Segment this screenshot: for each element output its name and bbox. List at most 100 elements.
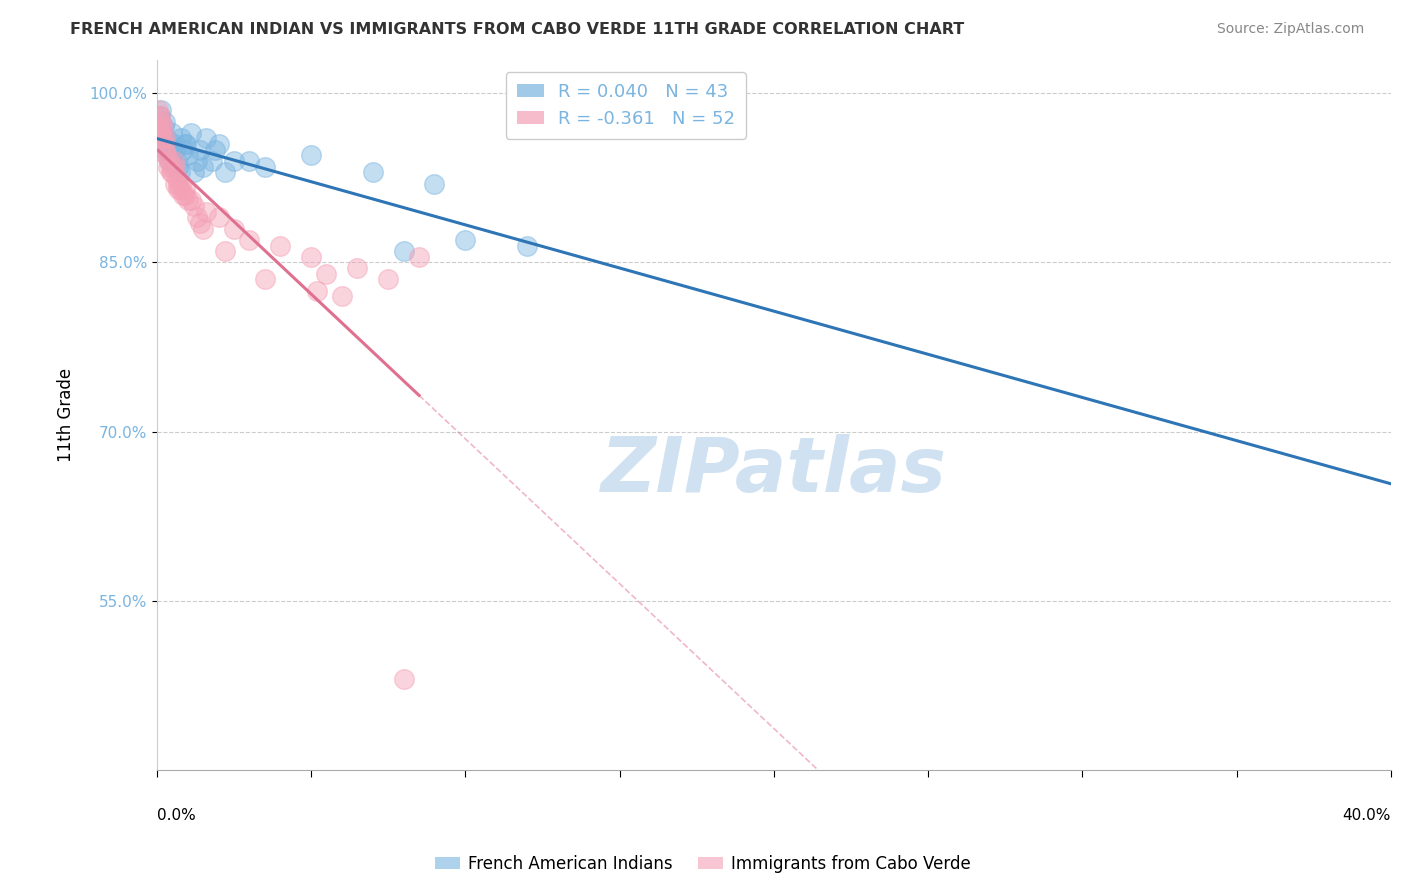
Point	[253, 160, 276, 174]
Point	[160, 160, 183, 174]
Point	[516, 238, 538, 252]
Point	[214, 244, 236, 259]
Point	[269, 238, 291, 252]
Point	[174, 137, 197, 152]
Point	[152, 120, 174, 135]
Point	[423, 177, 446, 191]
Point	[238, 154, 260, 169]
Point	[183, 165, 205, 179]
Point	[238, 233, 260, 247]
Point	[361, 165, 384, 179]
Point	[156, 143, 179, 157]
Point	[207, 211, 229, 225]
Point	[330, 289, 353, 303]
Point	[155, 131, 177, 145]
Point	[201, 154, 224, 169]
Point	[152, 137, 174, 152]
Point	[149, 109, 172, 123]
Point	[148, 126, 170, 140]
Point	[173, 137, 195, 152]
Point	[454, 233, 477, 247]
Point	[173, 182, 195, 196]
Point	[152, 120, 174, 135]
Legend: French American Indians, Immigrants from Cabo Verde: French American Indians, Immigrants from…	[429, 848, 977, 880]
Point	[299, 250, 322, 264]
Point	[207, 137, 229, 152]
Point	[253, 272, 276, 286]
Point	[172, 143, 194, 157]
Point	[155, 143, 177, 157]
Point	[149, 126, 172, 140]
Point	[150, 114, 173, 128]
Point	[167, 160, 190, 174]
Point	[169, 165, 191, 179]
Point	[176, 148, 198, 162]
Point	[180, 194, 202, 208]
Point	[222, 154, 245, 169]
Legend: R = 0.040   N = 43, R = -0.361   N = 52: R = 0.040 N = 43, R = -0.361 N = 52	[506, 72, 747, 139]
Point	[191, 221, 214, 235]
Point	[188, 143, 211, 157]
Y-axis label: 11th Grade: 11th Grade	[58, 368, 75, 462]
Text: FRENCH AMERICAN INDIAN VS IMMIGRANTS FROM CABO VERDE 11TH GRADE CORRELATION CHAR: FRENCH AMERICAN INDIAN VS IMMIGRANTS FRO…	[70, 22, 965, 37]
Point	[153, 131, 176, 145]
Point	[195, 204, 218, 219]
Point	[195, 131, 218, 145]
Point	[150, 126, 173, 140]
Point	[346, 261, 368, 276]
Point	[392, 244, 415, 259]
Point	[204, 143, 226, 157]
Point	[149, 109, 172, 123]
Point	[149, 120, 172, 135]
Point	[186, 154, 208, 169]
Point	[157, 154, 180, 169]
Point	[166, 154, 188, 169]
Point	[166, 170, 188, 185]
Point	[148, 120, 170, 135]
Point	[155, 148, 177, 162]
Point	[169, 182, 191, 196]
Point	[159, 165, 181, 179]
Point	[377, 272, 399, 286]
Point	[176, 194, 198, 208]
Point	[148, 109, 170, 123]
Point	[392, 673, 415, 687]
Text: 40.0%: 40.0%	[1343, 808, 1391, 823]
Point	[163, 137, 186, 152]
Point	[307, 284, 329, 298]
Point	[163, 154, 186, 169]
Point	[315, 267, 337, 281]
Point	[150, 131, 173, 145]
Point	[170, 131, 193, 145]
Point	[160, 165, 183, 179]
Point	[150, 103, 173, 118]
Point	[167, 177, 190, 191]
Point	[183, 199, 205, 213]
Point	[172, 187, 194, 202]
Point	[188, 216, 211, 230]
Text: Source: ZipAtlas.com: Source: ZipAtlas.com	[1216, 22, 1364, 37]
Point	[150, 126, 173, 140]
Point	[408, 250, 430, 264]
Point	[191, 160, 214, 174]
Point	[167, 182, 190, 196]
Point	[165, 143, 187, 157]
Point	[152, 137, 174, 152]
Point	[165, 177, 187, 191]
Point	[165, 160, 187, 174]
Point	[170, 177, 193, 191]
Point	[160, 126, 183, 140]
Point	[149, 120, 172, 135]
Point	[186, 211, 208, 225]
Point	[155, 143, 177, 157]
Text: 0.0%: 0.0%	[157, 808, 195, 823]
Point	[156, 160, 179, 174]
Point	[157, 154, 180, 169]
Point	[155, 148, 177, 162]
Point	[222, 221, 245, 235]
Text: ZIPatlas: ZIPatlas	[600, 434, 946, 508]
Point	[148, 103, 170, 118]
Point	[159, 148, 181, 162]
Point	[299, 148, 322, 162]
Point	[180, 126, 202, 140]
